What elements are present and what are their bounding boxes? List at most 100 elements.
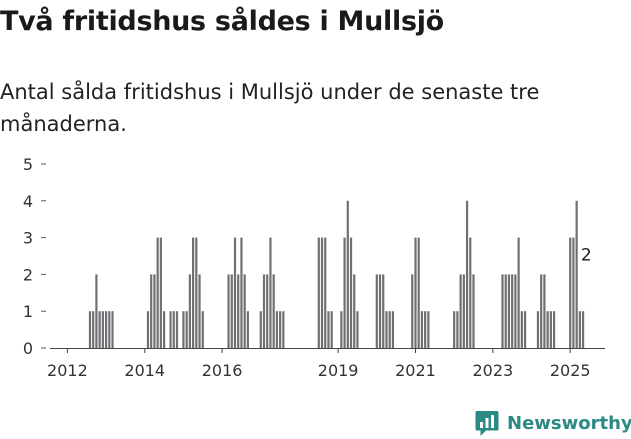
bar	[378, 274, 382, 348]
bar	[262, 274, 266, 348]
bar	[320, 237, 324, 348]
bar	[275, 311, 278, 348]
bar	[195, 237, 198, 348]
bar	[317, 237, 320, 348]
bar	[169, 311, 172, 348]
bar	[385, 311, 388, 348]
bar	[92, 311, 95, 348]
bar	[420, 311, 424, 348]
bar	[340, 311, 343, 348]
bar	[504, 274, 507, 348]
y-tick-label: 4	[23, 192, 33, 211]
y-tick-label: 5	[23, 155, 33, 174]
bar	[243, 274, 246, 348]
bar	[104, 311, 108, 348]
newsworthy-brand: Newsworthy	[475, 408, 631, 438]
bar	[188, 274, 191, 348]
x-tick-label: 2019	[318, 361, 359, 380]
brand-name: Newsworthy	[507, 412, 631, 434]
bar	[514, 274, 517, 348]
bar	[569, 237, 572, 348]
bar	[95, 274, 98, 348]
bar	[382, 274, 385, 348]
bar	[549, 311, 552, 348]
bar	[523, 311, 527, 348]
bar	[111, 311, 114, 348]
bar	[552, 311, 556, 348]
bar	[465, 200, 469, 348]
bar	[346, 200, 349, 348]
bar	[459, 274, 462, 348]
bar	[578, 311, 581, 348]
bar	[581, 311, 585, 348]
bar	[511, 274, 514, 348]
bars	[88, 200, 585, 348]
bar	[414, 237, 417, 348]
bar	[269, 237, 272, 348]
annotations: 2	[581, 245, 592, 265]
bar	[150, 274, 153, 348]
bar	[417, 237, 420, 348]
bar	[98, 311, 101, 348]
bar	[330, 311, 333, 348]
bar	[375, 274, 378, 348]
bar	[108, 311, 111, 348]
bar	[272, 274, 275, 348]
bar	[146, 311, 150, 348]
chart-subtitle: Antal sålda fritidshus i Mullsjö under d…	[0, 80, 540, 136]
bar	[546, 311, 549, 348]
bar	[456, 311, 459, 348]
bar	[324, 237, 327, 348]
bar	[282, 311, 285, 348]
bar	[101, 311, 104, 348]
y-tick-label: 1	[23, 302, 33, 321]
bar	[520, 311, 523, 348]
bar	[353, 274, 356, 348]
bar	[172, 311, 175, 348]
highlight-value-label: 2	[581, 245, 592, 265]
bar	[411, 274, 414, 348]
x-tick-label: 2021	[395, 361, 436, 380]
bar	[266, 274, 269, 348]
bar	[343, 237, 346, 348]
chart-title: Två fritidshus såldes i Mullsjö	[0, 6, 444, 37]
bar	[230, 274, 233, 348]
bar	[517, 237, 520, 348]
bar	[453, 311, 456, 348]
bar	[88, 311, 92, 348]
bar	[356, 311, 359, 348]
bar	[153, 274, 156, 348]
bar	[391, 311, 395, 348]
x-tick-label: 2012	[47, 361, 88, 380]
bar	[185, 311, 188, 348]
y-tick-label: 0	[23, 339, 33, 358]
bar	[472, 274, 475, 348]
bar	[388, 311, 391, 348]
bar	[575, 200, 578, 348]
x-tick-label: 2014	[124, 361, 165, 380]
bar	[182, 311, 185, 348]
bar	[233, 237, 237, 348]
bar	[237, 274, 240, 348]
bar	[227, 274, 230, 348]
y-tick-label: 3	[23, 229, 33, 248]
bar	[279, 311, 282, 348]
x-tick-label: 2016	[202, 361, 243, 380]
bar	[349, 237, 353, 348]
bar	[427, 311, 430, 348]
bar	[246, 311, 249, 348]
bar	[259, 311, 262, 348]
x-tick-label: 2023	[472, 361, 513, 380]
bar	[198, 274, 201, 348]
y-axis: 0 1 2 3 4 5	[23, 155, 46, 358]
x-axis: 2012 2014 2016 2019 2021 2023 2025	[47, 348, 605, 380]
newsworthy-logo-icon	[475, 410, 499, 436]
bar	[159, 237, 162, 348]
bar	[536, 311, 540, 348]
bar	[501, 274, 504, 348]
bar	[201, 311, 204, 348]
y-tick-label: 2	[23, 265, 33, 284]
bar	[424, 311, 427, 348]
bar	[462, 274, 465, 348]
